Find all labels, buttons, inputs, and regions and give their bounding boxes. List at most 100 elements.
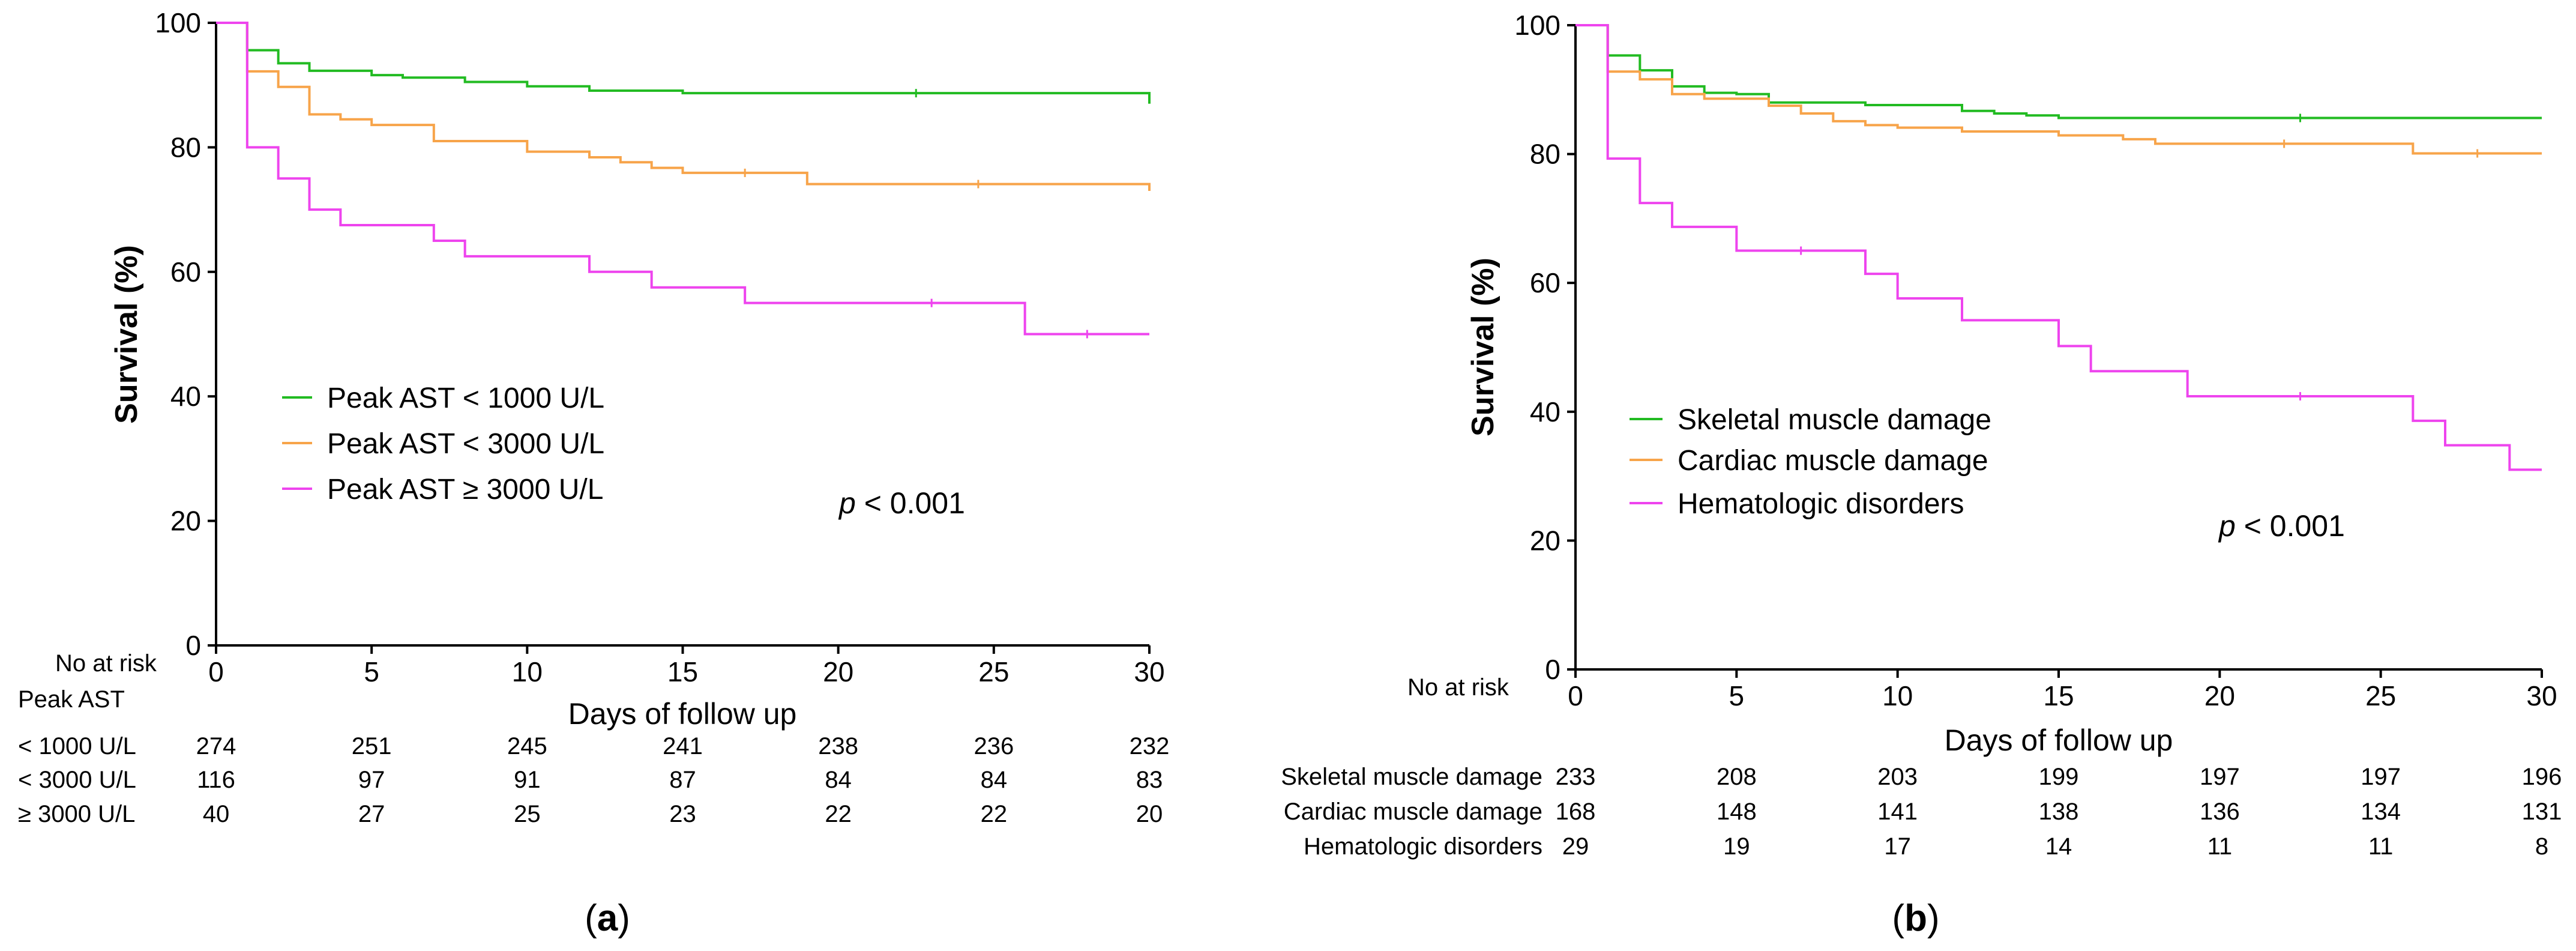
panel-a-risk-count: 23 <box>669 801 696 827</box>
panel-b-risk-count: 168 <box>1556 799 1596 825</box>
panel-b-risk-count: 17 <box>1884 833 1911 860</box>
panel-b-series-3-curve <box>1575 24 2542 471</box>
panel-a-risk-count: 97 <box>358 767 385 793</box>
panel-b-series-2-curve <box>1575 24 2542 155</box>
panel-a-risk-count: 25 <box>514 801 541 827</box>
panel-a-x-axis-label: Days of follow up <box>568 697 797 731</box>
panel-b-risk-count: 197 <box>2361 764 2401 790</box>
panel-a-x-tick-label: 5 <box>364 656 379 687</box>
panel-b-label: (b) <box>1892 898 1939 939</box>
panel-b-risk-count: 233 <box>1556 764 1596 790</box>
panel-b-y-tick-label: 40 <box>1530 396 1560 427</box>
panel-a-series-3-curve <box>216 22 1149 336</box>
panel-b-x-axis-label: Days of follow up <box>1945 723 2173 757</box>
panel-a-risk-count: 20 <box>1136 801 1163 827</box>
panel-a-risk-title: No at risk <box>55 650 157 677</box>
panel-b-risk-row-label-2: Cardiac muscle damage <box>1284 799 1542 825</box>
panel-a-risk-row-label-1: < 1000 U/L <box>18 733 136 759</box>
panel-b-risk-count: 11 <box>2368 833 2394 860</box>
panel-a-x-tick-label: 25 <box>978 656 1009 687</box>
panel-b-risk-count: 14 <box>2045 833 2072 860</box>
panel-b-x-tick-label: 25 <box>2365 680 2396 711</box>
panel-b-x-tick-label: 10 <box>1882 680 1913 711</box>
panel-a-risk-count: 241 <box>663 733 703 759</box>
panel-a-label: (a) <box>585 898 630 939</box>
panel-b-risk-count: 196 <box>2522 764 2562 790</box>
panel-a-y-tick-label: 100 <box>155 7 201 38</box>
panel-b-risk-count: 131 <box>2522 799 2562 825</box>
panel-a-risk-count: 84 <box>825 767 852 793</box>
panel-a-legend-label-3: Peak AST ≥ 3000 U/L <box>327 474 603 506</box>
panel-b-risk-count: 8 <box>2535 833 2548 860</box>
panel-b-x-tick-label: 30 <box>2526 680 2557 711</box>
panel-a-risk-row-label-2: < 3000 U/L <box>18 767 136 793</box>
panel-b-legend-label-2: Cardiac muscle damage <box>1678 445 1988 477</box>
panel-b-legend-label-1: Skeletal muscle damage <box>1678 404 1991 436</box>
panel-b-risk-count: 203 <box>1877 764 1918 790</box>
panel-a-x-tick-label: 10 <box>512 656 543 687</box>
panel-a-x-tick-label: 30 <box>1134 656 1164 687</box>
panel-a-legend-label-1: Peak AST < 1000 U/L <box>327 382 604 414</box>
panel-b-risk-count: 141 <box>1877 799 1918 825</box>
panel-b-risk-title: No at risk <box>1407 674 1509 701</box>
panel-a-series-2-curve <box>216 22 1151 191</box>
panel-a-risk-count: 87 <box>669 767 696 793</box>
panel-a-risk-count: 232 <box>1130 733 1170 759</box>
panel-a-risk-count: 22 <box>825 801 852 827</box>
panel-b-y-tick-label: 80 <box>1530 139 1560 170</box>
panel-a-legend-label-2: Peak AST < 3000 U/L <box>327 428 604 460</box>
panel-b-y-tick-label: 0 <box>1545 654 1560 685</box>
panel-a-risk-count: 116 <box>197 767 235 793</box>
panel-b: 0 20 40 60 80 100 0 5 10 15 20 25 30 Survival (%) D… <box>1281 10 2562 939</box>
panel-b-series-1-curve <box>1575 24 2542 119</box>
panel-a-risk-count: 274 <box>196 733 236 759</box>
panel-b-risk-count: 134 <box>2361 799 2401 825</box>
panel-a-risk-count: 40 <box>203 801 230 827</box>
panel-b-y-tick-label: 20 <box>1530 525 1560 556</box>
panel-a-risk-count: 245 <box>507 733 547 759</box>
panel-a-x-tick-label: 0 <box>208 656 224 687</box>
panel-b-x-tick-label: 0 <box>1568 680 1583 711</box>
panel-b-risk-count: 29 <box>1562 833 1589 860</box>
panel-a: 0 20 40 60 80 100 0 5 10 15 20 25 30 Survival (%) D… <box>18 7 1169 939</box>
panel-a-risk-count: 236 <box>974 733 1014 759</box>
panel-b-risk-count: 138 <box>2039 799 2079 825</box>
panel-b-p-value: p < 0.001 <box>2218 509 2345 543</box>
panel-a-y-tick-label: 60 <box>170 256 201 288</box>
panel-b-risk-count: 11 <box>2207 833 2233 860</box>
panel-a-risk-count: 251 <box>352 733 392 759</box>
panel-b-risk-count: 199 <box>2039 764 2079 790</box>
panel-b-legend-label-3: Hematologic disorders <box>1678 488 1964 520</box>
panel-a-risk-group-header: Peak AST <box>18 686 125 713</box>
panel-a-y-tick-label: 40 <box>170 381 201 412</box>
panel-b-risk-count: 148 <box>1717 799 1757 825</box>
panel-b-y-tick-label: 100 <box>1514 10 1560 41</box>
panel-b-risk-row-label-3: Hematologic disorders <box>1304 833 1542 860</box>
panel-b-risk-row-label-1: Skeletal muscle damage <box>1281 764 1542 790</box>
panel-b-y-tick-label: 60 <box>1530 267 1560 298</box>
panel-a-y-tick-label: 20 <box>170 506 201 537</box>
panel-a-p-value: p < 0.001 <box>838 486 965 520</box>
panel-a-series-1-curve <box>216 22 1151 104</box>
panel-a-risk-count: 83 <box>1136 767 1163 793</box>
panel-b-risk-count: 136 <box>2200 799 2240 825</box>
panel-b-risk-count: 197 <box>2200 764 2240 790</box>
panel-b-x-tick-label: 20 <box>2204 680 2235 711</box>
panel-a-x-tick-label: 15 <box>667 656 698 687</box>
panel-a-risk-count: 238 <box>818 733 858 759</box>
panel-a-risk-count: 91 <box>514 767 541 793</box>
panel-a-risk-count: 27 <box>358 801 385 827</box>
panel-a-y-tick-label: 0 <box>185 630 201 661</box>
panel-a-y-axis-label: Survival (%) <box>109 245 144 424</box>
panel-b-risk-count: 208 <box>1717 764 1757 790</box>
panel-a-y-tick-label: 80 <box>170 131 201 163</box>
panel-a-x-tick-label: 20 <box>823 656 853 687</box>
panel-a-risk-row-label-3: ≥ 3000 U/L <box>18 801 135 827</box>
panel-a-risk-count: 22 <box>981 801 1008 827</box>
panel-b-risk-count: 19 <box>1723 833 1750 860</box>
panel-b-y-axis-label: Survival (%) <box>1466 258 1500 436</box>
panel-b-x-tick-label: 15 <box>2043 680 2074 711</box>
panel-a-risk-count: 84 <box>981 767 1008 793</box>
panel-b-x-tick-label: 5 <box>1729 680 1745 711</box>
